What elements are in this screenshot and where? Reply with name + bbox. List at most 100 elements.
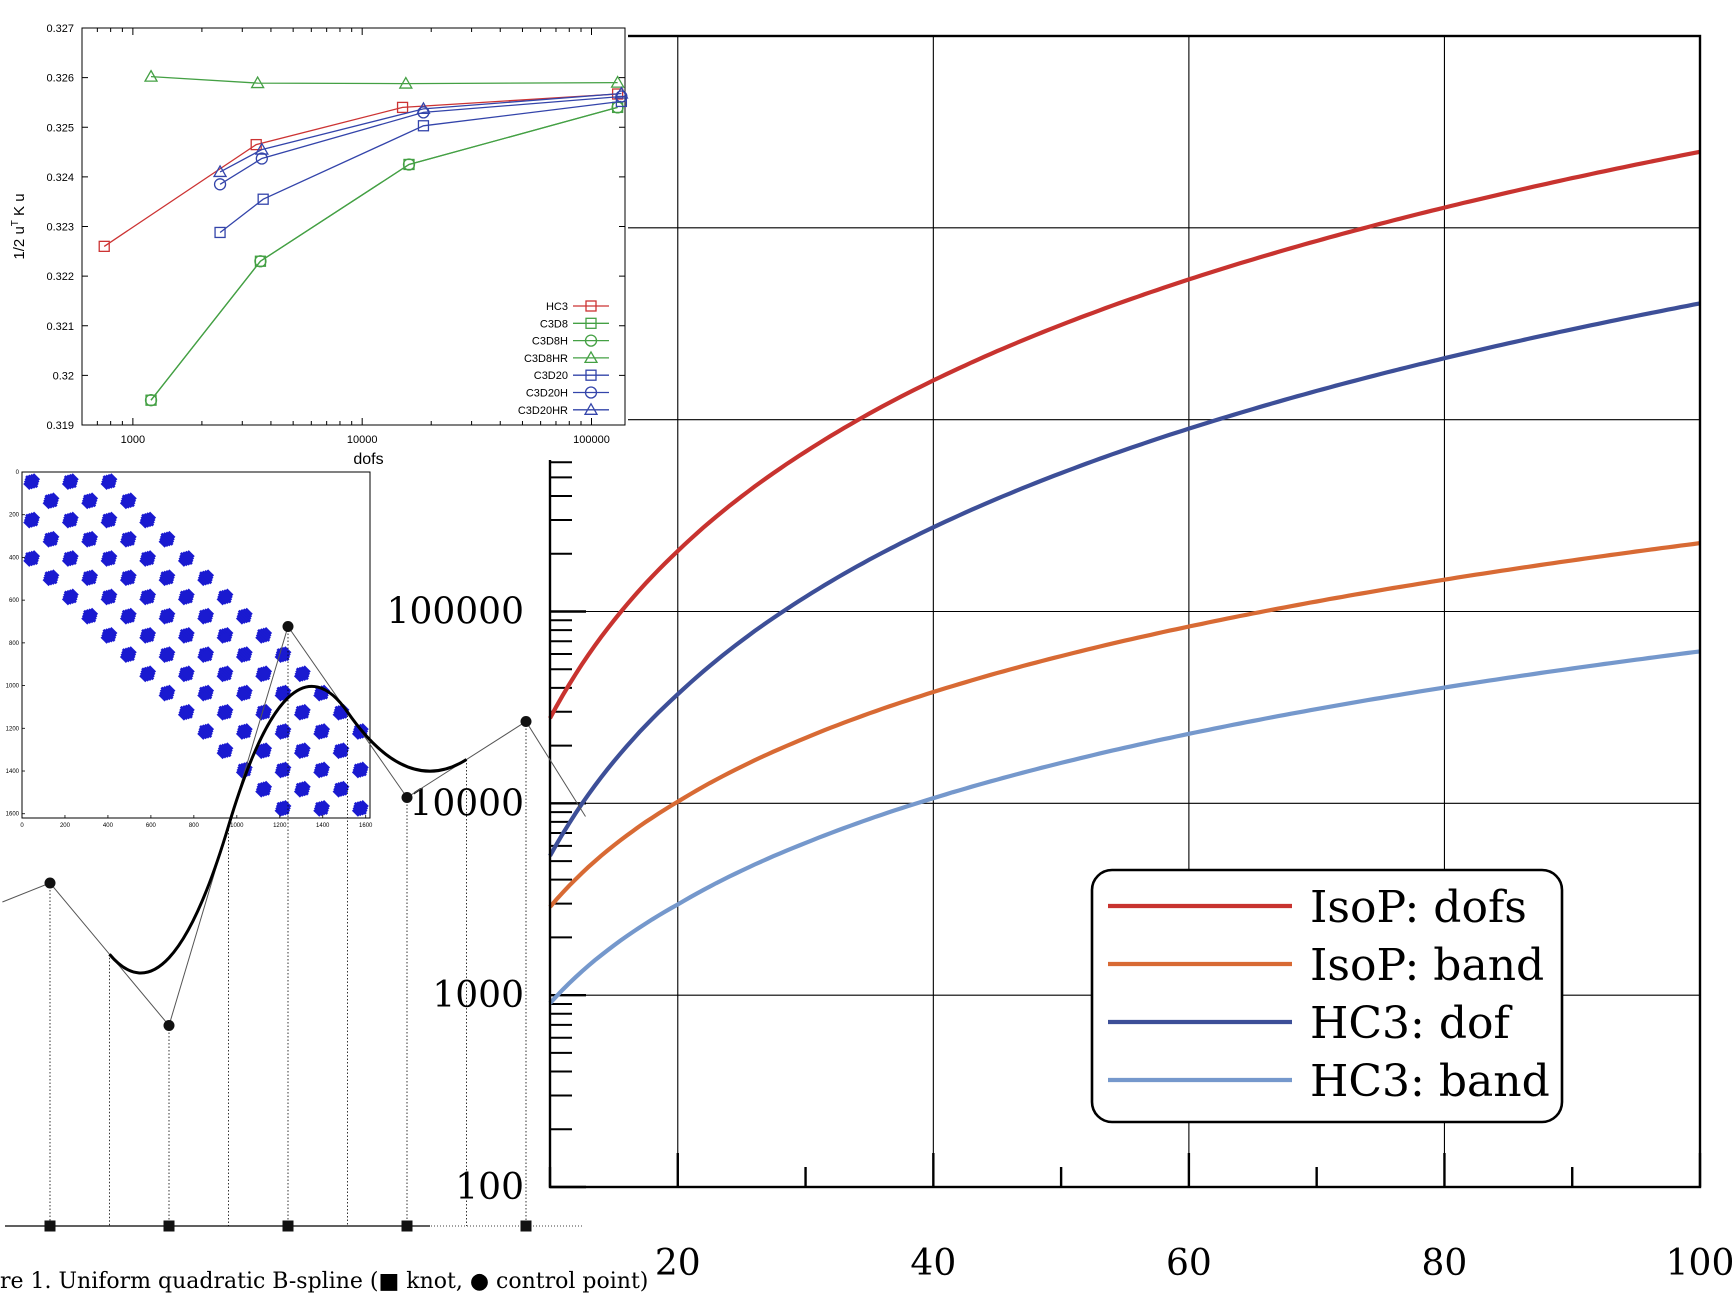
- sparsity-nonzero-stripe: [158, 578, 167, 587]
- sparsity-nonzero-stripe: [167, 569, 176, 578]
- sparsity-nonzero-stripe: [109, 511, 118, 520]
- sparsity-nonzero-stripe: [216, 597, 225, 606]
- sparsity-nonzero-stripe: [32, 550, 41, 558]
- sparsity-nonzero-stripe: [148, 511, 157, 520]
- sparsity-nonzero-stripe: [102, 590, 116, 604]
- sparsity-nonzero-stripe: [160, 571, 174, 585]
- sparsity-nonzero-stripe: [179, 631, 191, 643]
- sparsity-nonzero-stripe: [70, 550, 79, 558]
- sparsity-nonzero-stripe: [314, 727, 326, 739]
- sparsity-nonzero-stripe: [120, 652, 131, 663]
- sparsity-nonzero-stripe: [225, 626, 234, 635]
- inset-energy-chart: 0.319 0.32 0.321 0.322 0.323 0.324 0.325 0.326 0…: [0, 0, 629, 468]
- sparsity-nonzero-stripe: [295, 744, 309, 758]
- sparsity-nonzero-stripe: [217, 595, 227, 605]
- inset-sparsity-y-tick-label: 1000: [6, 684, 20, 690]
- sparsity-nonzero-stripe: [315, 725, 329, 738]
- sparsity-nonzero-stripe: [139, 633, 150, 644]
- inset-legend-entry-label: C3D20HR: [518, 405, 568, 417]
- main-x-tick-label: 100: [1666, 1243, 1735, 1284]
- sparsity-nonzero-stripe: [197, 691, 208, 701]
- sparsity-nonzero-stripe: [276, 801, 290, 815]
- sparsity-nonzero-stripe: [314, 765, 326, 778]
- sparsity-nonzero-stripe: [201, 609, 213, 621]
- inset-energy-y-axis-label-sup: T: [10, 220, 21, 226]
- sparsity-nonzero-stripe: [201, 647, 213, 659]
- sparsity-nonzero-stripe: [62, 479, 73, 490]
- sparsity-nonzero-stripe: [293, 674, 302, 683]
- sparsity-nonzero-stripe: [300, 781, 311, 791]
- sparsity-nonzero-stripe: [107, 627, 117, 638]
- sparsity-nonzero-stripe: [25, 552, 39, 565]
- series-line-hc3-band: [548, 649, 1701, 1005]
- sparsity-nonzero-stripe: [120, 614, 131, 624]
- sparsity-nonzero-stripe: [177, 635, 186, 644]
- sparsity-nonzero-stripe: [61, 559, 70, 567]
- sparsity-nonzero-stripe: [42, 578, 51, 587]
- sparsity-nonzero-stripe: [182, 628, 194, 640]
- sparsity-nonzero-stripe: [199, 609, 213, 623]
- sparsity-nonzero-stripe: [275, 727, 288, 739]
- sparsity-nonzero-stripe: [351, 770, 360, 779]
- sparsity-nonzero-stripe: [244, 684, 253, 693]
- sparsity-nonzero-stripe: [278, 801, 291, 813]
- sparsity-nonzero-stripe: [197, 693, 206, 702]
- sparsity-nonzero-stripe: [139, 597, 148, 606]
- sparsity-nonzero-stripe: [101, 595, 111, 605]
- sparsity-nonzero-stripe: [261, 627, 272, 638]
- sparsity-nonzero-stripe: [63, 475, 77, 489]
- inset-series-marker: [254, 255, 267, 268]
- sparsity-nonzero-stripe: [235, 693, 244, 702]
- sparsity-nonzero-stripe: [240, 647, 252, 659]
- sparsity-nonzero-stripe: [167, 646, 176, 655]
- sparsity-nonzero-stripe: [124, 570, 136, 582]
- sparsity-nonzero-stripe: [317, 762, 329, 775]
- inset-sparsity-y-tick-label: 1200: [6, 726, 20, 732]
- sparsity-nonzero-stripe: [83, 494, 97, 508]
- sparsity-nonzero-stripe: [139, 520, 148, 529]
- inset-energy-x-tick-label: 10000: [347, 434, 378, 446]
- sparsity-nonzero-stripe: [104, 628, 117, 640]
- sparsity-nonzero-stripe: [179, 669, 191, 681]
- sparsity-nonzero-stripe: [255, 787, 266, 797]
- inset-sparsity-y-tick-label: 400: [9, 555, 20, 561]
- sparsity-nonzero-stripe: [101, 554, 114, 566]
- sparsity-nonzero-stripe: [255, 633, 266, 644]
- sparsity-nonzero-stripe: [302, 665, 311, 674]
- sparsity-nonzero-stripe: [101, 479, 111, 490]
- sparsity-nonzero-stripe: [177, 597, 186, 606]
- sparsity-nonzero-stripe: [333, 748, 343, 759]
- inset-series-marker: [213, 178, 227, 191]
- sparsity-nonzero-stripe: [145, 512, 156, 522]
- sparsity-nonzero-stripe: [179, 590, 193, 604]
- sparsity-nonzero-stripe: [353, 727, 365, 739]
- sparsity-nonzero-stripe: [264, 703, 273, 712]
- sparsity-nonzero-stripe: [244, 607, 253, 616]
- sparsity-nonzero-stripe: [353, 804, 365, 816]
- sparsity-nonzero-stripe: [178, 556, 189, 567]
- inset-energy-y-tick-label: 0.319: [46, 420, 74, 432]
- sparsity-nonzero-stripe: [237, 648, 251, 662]
- inset-legend-marker: [584, 334, 598, 347]
- sparsity-nonzero-stripe: [237, 612, 249, 624]
- sparsity-nonzero-stripe: [81, 501, 90, 510]
- bspline-curve: [108, 684, 468, 975]
- sparsity-nonzero-stripe: [197, 729, 208, 740]
- sparsity-nonzero-stripe: [179, 705, 193, 719]
- sparsity-nonzero-stripe: [293, 712, 302, 721]
- sparsity-nonzero-stripe: [126, 493, 137, 503]
- inset-series-marker: [610, 75, 625, 88]
- sparsity-nonzero-stripe: [23, 559, 32, 567]
- sparsity-nonzero-stripe: [121, 609, 135, 623]
- sparsity-nonzero-stripe: [264, 780, 273, 789]
- sparsity-nonzero-stripe: [255, 672, 266, 682]
- sparsity-nonzero-stripe: [29, 550, 40, 561]
- sparsity-nonzero-stripe: [128, 569, 137, 578]
- sparsity-nonzero-stripe: [140, 592, 152, 605]
- sparsity-nonzero-stripe: [165, 531, 175, 542]
- sparsity-nonzero-stripe: [165, 569, 175, 580]
- sparsity-nonzero-stripe: [83, 609, 97, 623]
- inset-sparsity-background: [0, 465, 378, 835]
- sparsity-nonzero-stripe: [216, 674, 225, 683]
- sparsity-nonzero-stripe: [159, 537, 169, 548]
